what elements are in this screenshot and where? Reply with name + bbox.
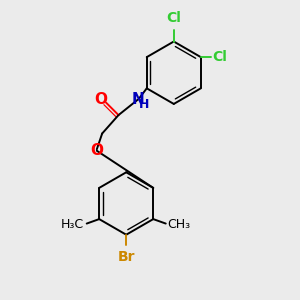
Text: Br: Br [118,250,135,264]
Text: CH₃: CH₃ [167,218,190,231]
Text: H: H [139,98,150,112]
Text: H₃C: H₃C [61,218,84,231]
Text: O: O [94,92,107,107]
Text: O: O [90,143,103,158]
Text: Cl: Cl [212,50,227,64]
Text: Cl: Cl [166,11,181,25]
Text: N: N [131,92,144,107]
